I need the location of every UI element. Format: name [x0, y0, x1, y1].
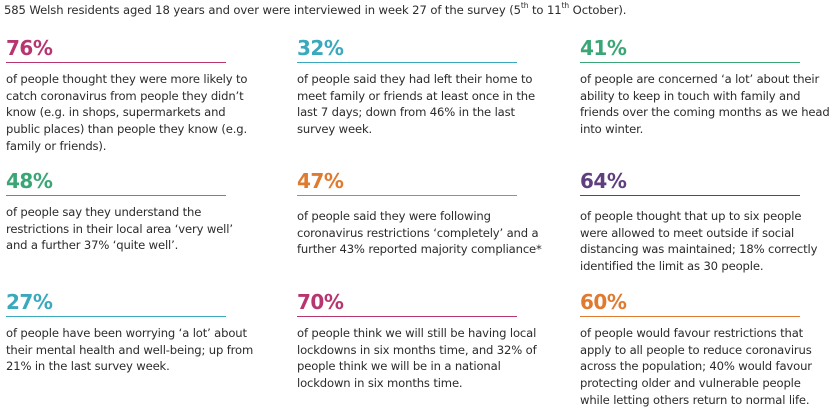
stat-description: of people have been worrying ‘a lot’ abo…: [6, 326, 254, 374]
stat-percent: 76%: [6, 36, 53, 60]
intro-text-middle: to 11: [528, 3, 562, 17]
stat-description: of people said they were following coron…: [297, 209, 542, 257]
stat-percent: 64%: [580, 169, 627, 193]
stat-description: of people thought they were more likely …: [6, 72, 248, 153]
stat-card-7: 27% of people have been worrying ‘a lot’…: [6, 290, 256, 375]
stat-description: of people are concerned ‘a lot’ about th…: [580, 72, 830, 137]
stat-divider: [580, 62, 800, 63]
intro-sup-2: th: [561, 1, 570, 11]
stat-card-1: 76% of people thought they were more lik…: [6, 36, 256, 155]
stat-divider: [580, 316, 800, 317]
stat-card-8: 70% of people think we will still be hav…: [297, 290, 547, 392]
stat-divider: [297, 195, 517, 196]
stat-divider: [6, 316, 226, 317]
stat-description: of people would favour restrictions that…: [580, 326, 812, 407]
stat-description: of people think we will still be having …: [297, 326, 537, 391]
stat-percent: 60%: [580, 290, 627, 314]
stat-divider: [297, 62, 517, 63]
stat-card-3: 41% of people are concerned ‘a lot’ abou…: [580, 36, 830, 138]
stat-percent: 32%: [297, 36, 344, 60]
stat-card-2: 32% of people said they had left their h…: [297, 36, 547, 138]
intro-sup-1: th: [520, 1, 529, 11]
stat-divider: [297, 316, 517, 317]
stat-card-5: 47% of people said they were following c…: [297, 169, 547, 258]
stat-card-6: 64% of people thought that up to six peo…: [580, 169, 830, 275]
stat-card-9: 60% of people would favour restrictions …: [580, 290, 830, 409]
intro-text-start: 585 Welsh residents aged 18 years and ov…: [4, 3, 521, 17]
stat-divider: [6, 195, 226, 196]
stat-percent: 47%: [297, 169, 344, 193]
stat-percent: 27%: [6, 290, 53, 314]
stat-percent: 48%: [6, 169, 53, 193]
stat-description: of people say they understand the restri…: [6, 205, 233, 253]
survey-intro: 585 Welsh residents aged 18 years and ov…: [4, 1, 627, 17]
stat-description: of people said they had left their home …: [297, 72, 535, 137]
stat-description: of people thought that up to six people …: [580, 209, 818, 274]
stat-percent: 70%: [297, 290, 344, 314]
stat-divider: [580, 195, 800, 196]
stat-card-4: 48% of people say they understand the re…: [6, 169, 256, 254]
stat-percent: 41%: [580, 36, 627, 60]
stat-divider: [6, 62, 226, 63]
intro-text-end: October).: [569, 3, 627, 17]
